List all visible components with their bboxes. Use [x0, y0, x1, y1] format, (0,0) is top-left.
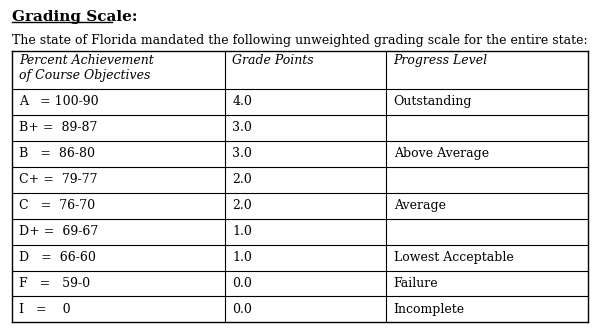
Text: I   =    0: I = 0 [19, 303, 71, 316]
Text: B+ =  89-87: B+ = 89-87 [19, 121, 98, 134]
Text: D   =  66-60: D = 66-60 [19, 251, 96, 264]
Text: Failure: Failure [394, 277, 438, 290]
Text: 3.0: 3.0 [232, 147, 252, 160]
Text: 2.0: 2.0 [232, 173, 252, 186]
Text: 0.0: 0.0 [232, 277, 252, 290]
Text: F   =   59-0: F = 59-0 [19, 277, 91, 290]
Text: B   =  86-80: B = 86-80 [19, 147, 95, 160]
Text: 0.0: 0.0 [232, 303, 252, 316]
Text: Grading Scale:: Grading Scale: [12, 10, 137, 24]
Text: C   =  76-70: C = 76-70 [19, 199, 95, 212]
Text: Progress Level: Progress Level [394, 54, 488, 67]
Text: Percent Achievement
of Course Objectives: Percent Achievement of Course Objectives [19, 54, 154, 82]
Text: 1.0: 1.0 [232, 251, 252, 264]
Text: 3.0: 3.0 [232, 121, 252, 134]
Text: The state of Florida mandated the following unweighted grading scale for the ent: The state of Florida mandated the follow… [12, 34, 587, 47]
Text: D+ =  69-67: D+ = 69-67 [19, 225, 98, 238]
Text: Outstanding: Outstanding [394, 95, 472, 108]
Text: Lowest Acceptable: Lowest Acceptable [394, 251, 514, 264]
Text: 1.0: 1.0 [232, 225, 252, 238]
Text: 2.0: 2.0 [232, 199, 252, 212]
Text: Incomplete: Incomplete [394, 303, 465, 316]
Text: C+ =  79-77: C+ = 79-77 [19, 173, 98, 186]
Text: A   = 100-90: A = 100-90 [19, 95, 99, 108]
Text: Average: Average [394, 199, 446, 212]
Text: 4.0: 4.0 [232, 95, 252, 108]
Text: Grade Points: Grade Points [232, 54, 314, 67]
Text: Above Average: Above Average [394, 147, 489, 160]
